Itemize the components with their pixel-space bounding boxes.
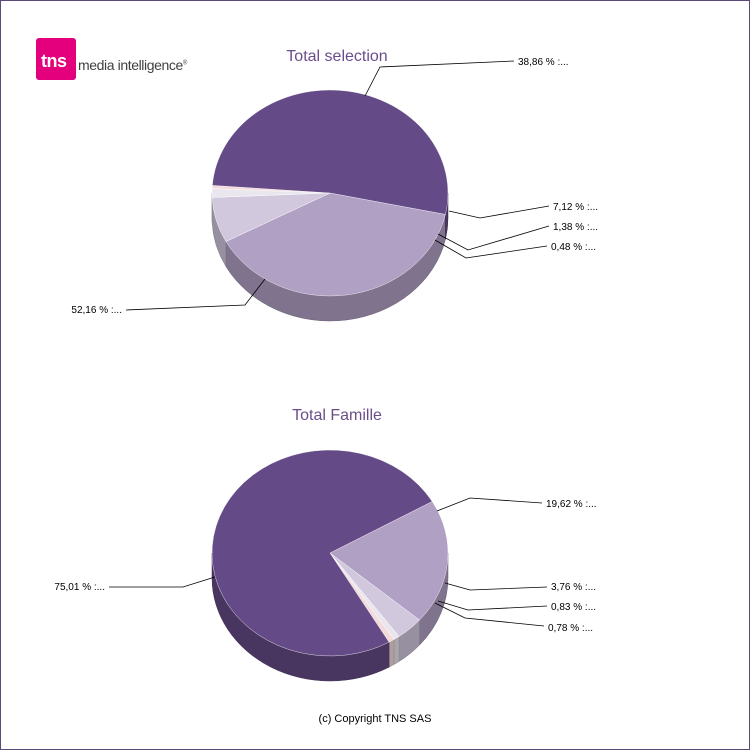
pie-1-leader-line-2 xyxy=(437,600,548,611)
pie-1-slice-2-side xyxy=(393,636,400,665)
pie-1-slice-0 xyxy=(329,501,449,621)
copyright-text: (c) Copyright TNS SAS xyxy=(318,713,432,725)
pie-1-leader-line-4 xyxy=(109,576,216,588)
pie-0-data-label-0: 38,86 % :... xyxy=(518,57,569,68)
pie-0-leader-line-3 xyxy=(434,239,548,259)
pie-1-data-label-1: 3,76 % :... xyxy=(551,582,596,593)
pie-0-leader-line-4 xyxy=(125,278,266,311)
pie-0-data-label-4: 52,16 % :... xyxy=(71,305,122,316)
pie-total-famille: 19,62 % :... 3,76 % :... 0,83 % :... 0,78 %… xyxy=(54,449,597,682)
pie-1-data-label-0: 19,62 % :... xyxy=(546,499,597,510)
tns-logo-text: media intelligence® xyxy=(78,57,187,73)
tns-logo-wordmark: media intelligence xyxy=(78,57,183,73)
pie-0-slice-0 xyxy=(225,192,446,297)
pie-0-data-label-2: 1,38 % :... xyxy=(553,222,598,233)
pie-0-leader-line-2 xyxy=(437,225,550,251)
chart-title-total-selection: Total selection xyxy=(286,48,387,65)
pie-0-data-label-1: 7,12 % :... xyxy=(553,202,598,213)
pie-0-leader-line-0 xyxy=(364,60,515,97)
pie-0-slice-4 xyxy=(212,89,449,215)
pie-1-data-label-2: 0,83 % :... xyxy=(551,602,596,613)
tns-logo-mark-text: tns xyxy=(41,51,67,71)
tns-logo-registered: ® xyxy=(182,60,187,67)
pie-1-leader-line-1 xyxy=(444,582,548,591)
pie-1-leader-line-0 xyxy=(436,497,543,512)
pie-0-leader-line-1 xyxy=(448,205,550,219)
pie-1-leader-line-3 xyxy=(434,602,545,627)
pie-1-data-label-3: 0,78 % :... xyxy=(548,623,593,634)
pie-1-slice-3-side xyxy=(388,639,395,668)
tns-logo-mark: tns xyxy=(36,38,76,80)
tns-logo: tns media intelligence® xyxy=(36,38,196,84)
pie-0-data-label-3: 0,48 % :... xyxy=(551,242,596,253)
pie-total-selection: 38,86 % :... 7,12 % :... 1,38 % :... 0,48 %… xyxy=(71,57,598,322)
pie-1-slice-4 xyxy=(211,449,433,657)
pie-1-data-label-4: 75,01 % :... xyxy=(54,582,105,593)
chart-title-total-famille: Total Famille xyxy=(292,407,382,424)
